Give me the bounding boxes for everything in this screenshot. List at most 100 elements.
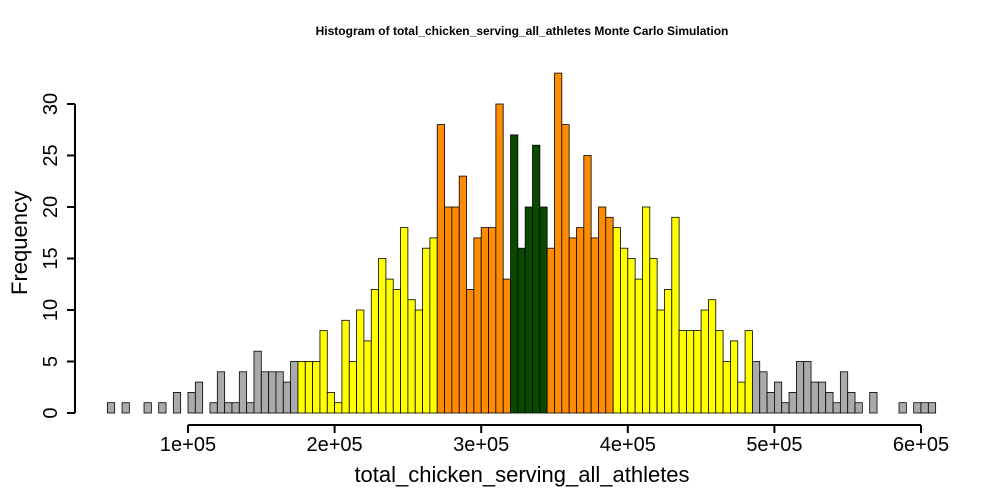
histogram-bar <box>187 391 196 414</box>
histogram-bar <box>898 402 907 414</box>
x-tick-label: 1e+05 <box>160 434 216 456</box>
x-tick-label: 2e+05 <box>307 434 363 456</box>
histogram-bar <box>847 391 856 414</box>
histogram-bar <box>737 381 746 414</box>
histogram-bar <box>612 227 621 414</box>
histogram-bar <box>620 247 629 414</box>
histogram-bar <box>759 371 768 414</box>
histogram-bar <box>576 227 585 414</box>
histogram-bar <box>473 237 482 414</box>
histogram-bar <box>590 237 599 414</box>
histogram-bar <box>341 319 350 414</box>
histogram-bar <box>649 258 658 414</box>
histogram-bar <box>480 227 489 414</box>
histogram-bar <box>730 340 739 414</box>
histogram-bar <box>817 381 827 414</box>
histogram-bar <box>561 124 570 414</box>
histogram-bar <box>194 381 204 414</box>
histogram-bar <box>546 247 555 414</box>
histogram-bar <box>304 361 314 414</box>
histogram-bar <box>854 402 863 414</box>
histogram-bar <box>451 206 460 414</box>
y-tick-label: 30 <box>40 93 62 115</box>
x-axis-title: total_chicken_serving_all_athletes <box>354 462 689 487</box>
histogram-bar <box>781 402 790 414</box>
histogram-bar <box>708 299 717 414</box>
histogram-bar <box>502 278 511 414</box>
histogram-bar <box>605 216 614 414</box>
histogram-bar <box>356 309 365 414</box>
x-axis: 1e+05 2e+05 3e+05 4e+05 5e+05 6e+05 <box>160 424 949 456</box>
histogram-bar <box>385 278 394 414</box>
histogram-bar <box>839 371 849 414</box>
histogram-bar <box>158 402 167 414</box>
histogram-bar <box>422 247 431 414</box>
histogram-bar <box>392 288 401 414</box>
histogram-bar <box>832 402 841 414</box>
y-axis: 0 5 10 15 20 25 30 <box>40 93 76 419</box>
histogram-bar <box>524 206 533 414</box>
y-tick-label: 20 <box>40 196 62 218</box>
histogram-bar <box>260 371 270 414</box>
histogram-bar <box>678 330 687 414</box>
histogram-bar <box>583 155 592 414</box>
histogram-bar <box>495 103 504 414</box>
histogram-bar <box>913 402 922 414</box>
histogram-bar <box>429 237 438 414</box>
histogram-bar <box>143 402 152 414</box>
histogram-bar <box>825 391 834 414</box>
histogram-bar <box>436 124 445 414</box>
histogram-bar <box>121 402 130 414</box>
histogram-bar <box>209 402 218 414</box>
histogram-bar <box>334 402 343 414</box>
y-tick-label: 0 <box>40 407 62 418</box>
histogram-bar <box>627 258 636 414</box>
histogram-bar <box>458 175 467 414</box>
x-tick-label: 6e+05 <box>893 434 949 456</box>
histogram-bar <box>275 371 284 414</box>
x-tick-label: 3e+05 <box>453 434 509 456</box>
histogram-bar <box>488 227 497 414</box>
histogram-bar <box>224 402 233 414</box>
histogram-bar <box>238 371 248 414</box>
histogram-bar <box>370 288 379 414</box>
y-axis-title: Frequency <box>7 191 32 295</box>
histogram-bar <box>407 299 416 414</box>
histogram-bar <box>715 330 724 414</box>
histogram-bar <box>326 391 335 414</box>
histogram-bar <box>268 371 277 414</box>
histogram-bar <box>554 72 563 414</box>
histogram-bar <box>920 402 929 414</box>
histogram-bar <box>378 258 387 414</box>
histogram-bar <box>282 381 292 414</box>
histogram-bar <box>106 402 116 414</box>
histogram-bar <box>788 391 797 414</box>
histogram-bar <box>744 330 753 414</box>
histogram-bar <box>766 391 775 414</box>
y-tick-label: 5 <box>40 356 62 367</box>
histogram-bar <box>664 288 673 414</box>
histogram-bar <box>348 361 357 414</box>
histogram-bar <box>246 402 255 414</box>
histogram-bar <box>253 350 262 414</box>
histogram-bar <box>686 330 695 414</box>
histogram-bar <box>671 216 680 414</box>
histogram-bar <box>517 247 526 414</box>
histogram-bar <box>297 361 306 414</box>
y-tick-label: 25 <box>40 144 62 166</box>
y-tick-label: 15 <box>40 247 62 269</box>
histogram-bar <box>414 309 423 414</box>
histogram-bar <box>319 330 328 414</box>
histogram-bar <box>532 144 541 414</box>
histogram-bar <box>510 134 519 414</box>
histogram-bar <box>290 361 299 414</box>
histogram-bar <box>231 402 240 414</box>
histogram-bar <box>539 206 548 414</box>
histogram-bar <box>869 391 878 414</box>
histogram-bar <box>598 206 607 414</box>
histogram-bar <box>774 381 783 414</box>
histogram-bar <box>642 206 651 414</box>
x-tick-label: 5e+05 <box>746 434 802 456</box>
histogram-bar <box>693 330 702 414</box>
